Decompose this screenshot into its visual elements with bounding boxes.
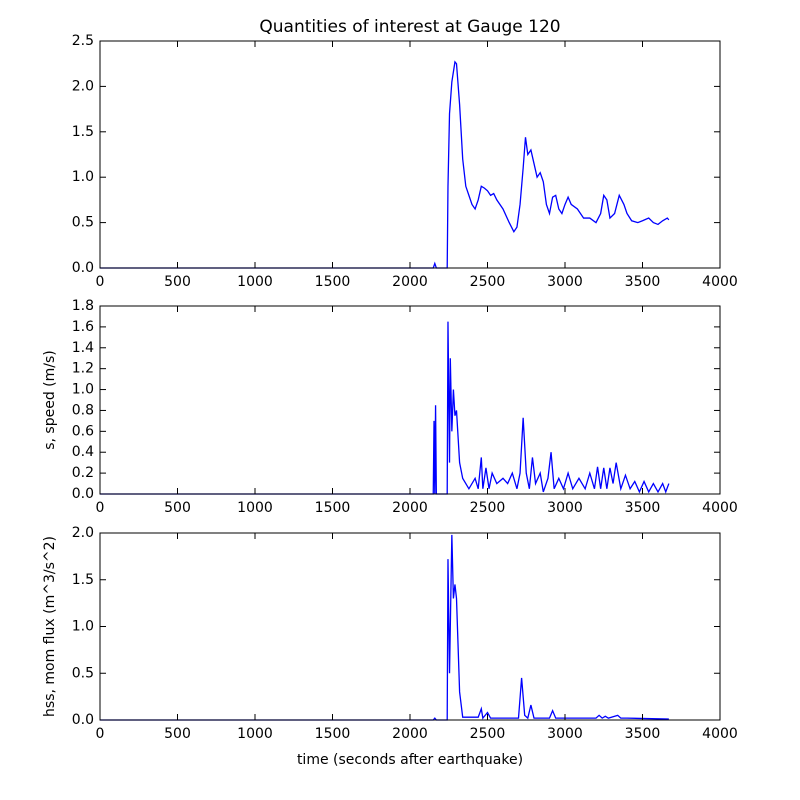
y-axis-label: s, speed (m/s) bbox=[42, 350, 58, 450]
x-tick-label: 3500 bbox=[625, 500, 661, 516]
x-tick-label: 2000 bbox=[392, 500, 428, 516]
x-tick-label: 500 bbox=[164, 274, 191, 290]
y-tick-label: 0.8 bbox=[72, 402, 94, 418]
chart-title: Quantities of interest at Gauge 120 bbox=[259, 17, 560, 37]
y-tick-label: 1.5 bbox=[72, 572, 94, 588]
x-tick-label: 3000 bbox=[547, 274, 583, 290]
x-tick-label: 4000 bbox=[702, 500, 738, 516]
y-tick-label: 2.0 bbox=[72, 525, 94, 541]
y-tick-label: 1.0 bbox=[72, 382, 94, 398]
y-tick-label: 1.0 bbox=[72, 169, 94, 185]
y-tick-label: 1.4 bbox=[72, 340, 94, 356]
plot-frame bbox=[99, 305, 721, 495]
x-tick-label: 500 bbox=[164, 500, 191, 516]
plot-frame bbox=[99, 40, 721, 269]
y-tick-label: 0.0 bbox=[72, 486, 94, 502]
x-tick-label: 3000 bbox=[547, 500, 583, 516]
x-tick-label: 0 bbox=[96, 726, 105, 742]
x-tick-label: 1000 bbox=[237, 726, 273, 742]
x-tick-label: 2500 bbox=[470, 500, 506, 516]
x-tick-label: 0 bbox=[96, 274, 105, 290]
x-tick-label: 1500 bbox=[315, 500, 351, 516]
x-tick-label: 1000 bbox=[237, 500, 273, 516]
x-tick-label: 3500 bbox=[625, 274, 661, 290]
x-tick-label: 1500 bbox=[315, 274, 351, 290]
y-tick-label: 1.6 bbox=[72, 319, 94, 335]
x-tick-label: 500 bbox=[164, 726, 191, 742]
x-tick-label: 4000 bbox=[702, 274, 738, 290]
y-tick-label: 0.0 bbox=[72, 712, 94, 728]
y-tick-label: 0.5 bbox=[72, 665, 94, 681]
y-tick-label: 0.0 bbox=[72, 260, 94, 276]
y-tick-label: 1.2 bbox=[72, 361, 94, 377]
x-tick-label: 1000 bbox=[237, 274, 273, 290]
plot-frame bbox=[99, 532, 721, 721]
y-tick-label: 1.8 bbox=[72, 298, 94, 314]
y-tick-label: 2.5 bbox=[72, 33, 94, 49]
y-tick-label: 2.0 bbox=[72, 78, 94, 94]
x-tick-label: 3000 bbox=[547, 726, 583, 742]
data-line bbox=[100, 534, 669, 721]
x-tick-label: 0 bbox=[96, 500, 105, 516]
x-tick-label: 2500 bbox=[470, 726, 506, 742]
y-tick-label: 0.6 bbox=[72, 423, 94, 439]
data-line bbox=[100, 60, 670, 269]
data-line bbox=[100, 321, 670, 495]
x-tick-label: 2000 bbox=[392, 726, 428, 742]
y-axis-label: hss, mom flux (m^3/s^2) bbox=[42, 536, 58, 717]
x-axis-label: time (seconds after earthquake) bbox=[297, 752, 523, 768]
y-tick-label: 1.5 bbox=[72, 124, 94, 140]
x-tick-label: 3500 bbox=[625, 726, 661, 742]
y-tick-label: 0.2 bbox=[72, 465, 94, 481]
y-tick-label: 0.5 bbox=[72, 215, 94, 231]
y-tick-label: 1.0 bbox=[72, 619, 94, 635]
x-tick-label: 2500 bbox=[470, 274, 506, 290]
y-tick-label: 0.4 bbox=[72, 444, 94, 460]
x-tick-label: 4000 bbox=[702, 726, 738, 742]
x-tick-label: 1500 bbox=[315, 726, 351, 742]
x-tick-label: 2000 bbox=[392, 274, 428, 290]
